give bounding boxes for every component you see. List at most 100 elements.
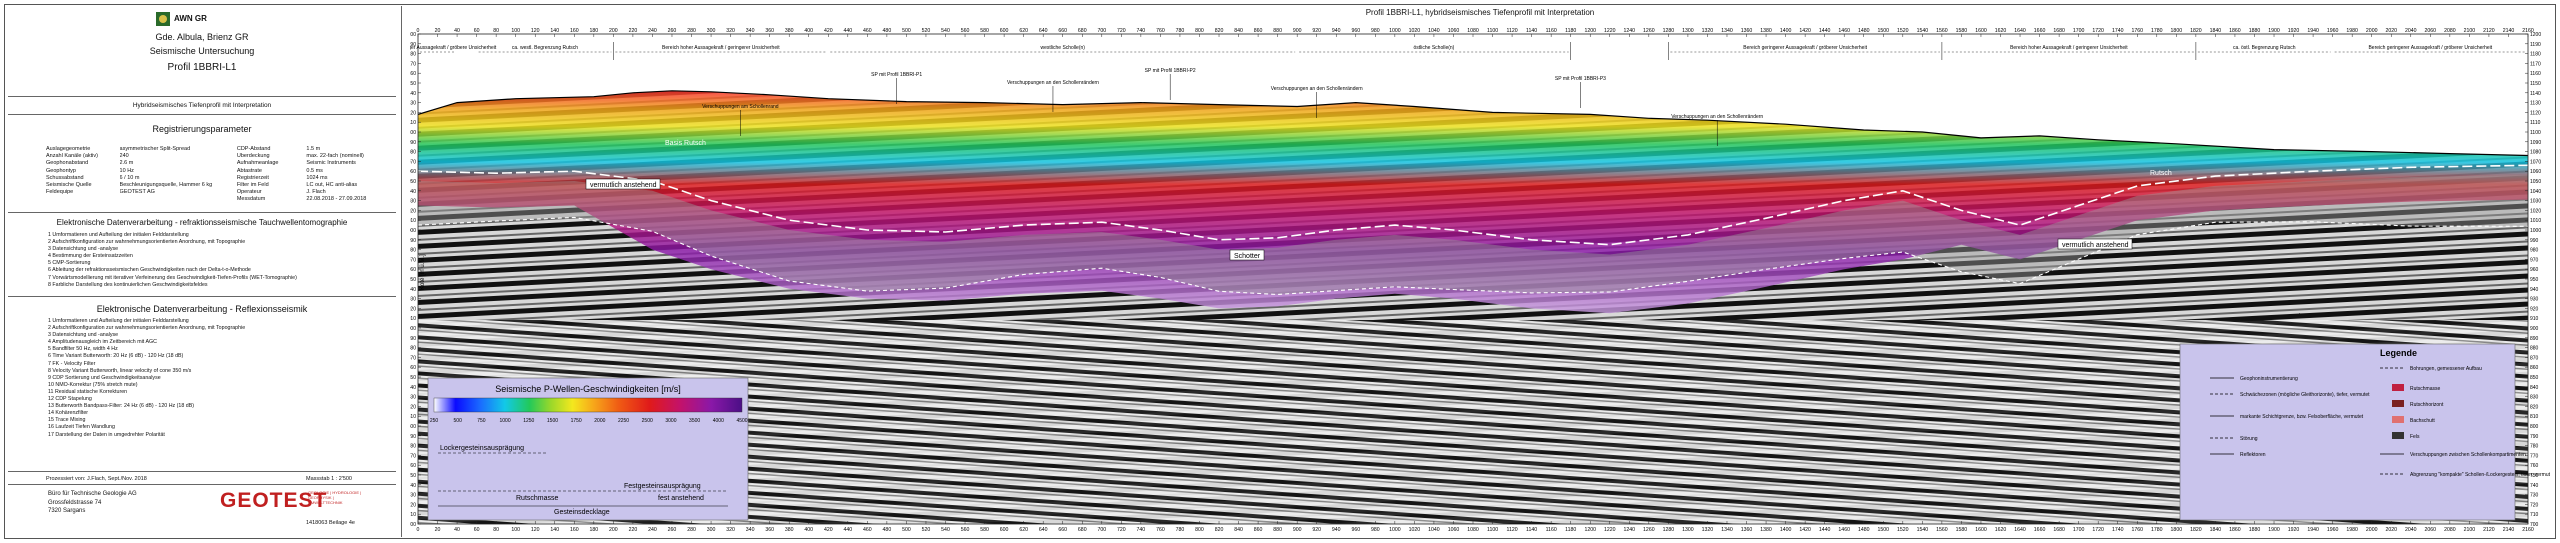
registration-cell: Feldequipe bbox=[46, 189, 74, 196]
y-axis-right: 1200 1190 1180 1170 1160 1150 1140 1130 1120 1110… bbox=[2525, 32, 2541, 528]
org-name: AWN GR bbox=[174, 14, 207, 23]
callout-label: Verschuppungen am Schollenrand bbox=[702, 104, 779, 110]
x-tick-label: 2060 bbox=[2425, 527, 2437, 533]
x-tick-label: 1080 bbox=[1467, 28, 1479, 34]
registration-cell: Operateur bbox=[236, 189, 262, 196]
zone-label: östliche Scholle(n) bbox=[1413, 45, 1454, 51]
velocity-tick: 4500 bbox=[736, 418, 747, 424]
y-tick-label: 740 bbox=[2530, 483, 2539, 489]
x-tick-label: 2120 bbox=[2483, 28, 2495, 34]
legend-item: markante Schichtgrenze, bzw. Felsoberflä… bbox=[2240, 414, 2364, 420]
x-tick-label: 1500 bbox=[1878, 527, 1890, 533]
y-tick-label: 1070 bbox=[2530, 159, 2541, 165]
x-tick-label: 240 bbox=[648, 527, 657, 533]
registration-row: Geophonabstand 2.6 m Aufnahmeanlage Seismic… bbox=[46, 160, 376, 167]
y-tick-label: 800 bbox=[410, 424, 416, 430]
y-tick-label: 1170 bbox=[410, 61, 416, 67]
y-tick-label: 720 bbox=[2530, 502, 2539, 508]
registration-table: Auslagegeometrie asymmetrischer Split-Spr… bbox=[46, 146, 376, 204]
reflection-title: Elektronische Datenverarbeitung - Reflex… bbox=[96, 304, 308, 314]
x-tick-label: 2080 bbox=[2444, 28, 2456, 34]
velocity-tick: 1500 bbox=[547, 418, 558, 424]
registration-title: Registrierungsparameter bbox=[152, 124, 252, 134]
x-tick-label: 2140 bbox=[2503, 28, 2515, 34]
registration-cell: asymmetrischer Split-Spread bbox=[119, 146, 191, 152]
x-tick-label: 2120 bbox=[2483, 527, 2495, 533]
x-tick-label: 260 bbox=[668, 28, 677, 34]
y-tick-label: 1010 bbox=[410, 218, 416, 224]
x-tick-label: 1820 bbox=[2190, 527, 2202, 533]
x-tick-label: 60 bbox=[474, 527, 480, 533]
x-tick-label: 160 bbox=[570, 527, 579, 533]
x-tick-label: 880 bbox=[1273, 28, 1282, 34]
x-tick-label: 1160 bbox=[1546, 527, 1557, 533]
x-tick-label: 660 bbox=[1058, 28, 1067, 34]
y-tick-label: 910 bbox=[2530, 316, 2539, 322]
x-tick-label: 760 bbox=[1156, 527, 1165, 533]
y-tick-label: 910 bbox=[410, 316, 416, 322]
tagline-line: UMWELTTECHNIK bbox=[308, 500, 343, 506]
x-tick-label: 80 bbox=[493, 28, 499, 34]
y-tick-label: 720 bbox=[410, 502, 416, 508]
registration-row: Auslagegeometrie asymmetrischer Split-Spr… bbox=[46, 146, 376, 153]
x-tick-label: 2160 bbox=[2522, 527, 2534, 533]
x-tick-label: 620 bbox=[1019, 527, 1028, 533]
x-tick-label: 280 bbox=[687, 527, 696, 533]
x-tick-label: 1700 bbox=[2073, 28, 2085, 34]
x-tick-label: 980 bbox=[1371, 28, 1380, 34]
project-number: 1418063 Beilage 4e bbox=[306, 520, 355, 526]
x-tick-label: 980 bbox=[1371, 527, 1380, 533]
x-tick-label: 300 bbox=[707, 28, 716, 34]
y-tick-label: 1190 bbox=[410, 42, 416, 48]
x-tick-label: 820 bbox=[1215, 28, 1224, 34]
y-tick-label: 1060 bbox=[410, 169, 416, 175]
registration-cell: 1.5 m bbox=[306, 146, 321, 152]
processing-step: 6 Ableitung der refraktionsseismischen G… bbox=[48, 267, 251, 274]
x-tick-label: 2040 bbox=[2405, 28, 2417, 34]
registration-cell: 0.5 ms bbox=[306, 167, 323, 174]
y-tick-label: 770 bbox=[2530, 453, 2539, 459]
x-tick-label: 320 bbox=[726, 527, 735, 533]
y-tick-label: 980 bbox=[410, 248, 416, 254]
y-tick-label: 1150 bbox=[2530, 81, 2541, 87]
x-tick-label: 80 bbox=[493, 527, 499, 533]
callout-label: Verschuppungen an den Schollenrändern bbox=[1007, 80, 1099, 86]
registration-cell: LC out, HC anti-alias bbox=[306, 181, 358, 188]
legend-item: Abgrenzung "kompakte" Schollen-/Lockerge… bbox=[2410, 472, 2550, 478]
y-tick-label: 950 bbox=[2530, 277, 2539, 283]
x-tick-label: 580 bbox=[980, 28, 989, 34]
x-tick-label: 1580 bbox=[1956, 28, 1968, 34]
y-tick-label: 900 bbox=[2530, 326, 2539, 332]
y-axis-left: 1200 1190 1180 1170 1160 1150 1140 1130 1120 1110… bbox=[410, 32, 421, 528]
x-tick-label: 1740 bbox=[2112, 527, 2124, 533]
legend-item: Fels bbox=[2410, 434, 2420, 440]
y-tick-label: 860 bbox=[2530, 365, 2539, 371]
registration-cell: Überdeckung bbox=[236, 153, 270, 160]
x-tick-label: 240 bbox=[648, 28, 657, 34]
x-tick-label: 1600 bbox=[1975, 28, 1987, 34]
y-tick-label: 990 bbox=[410, 238, 416, 244]
y-tick-label: 940 bbox=[2530, 287, 2539, 293]
x-tick-label: 800 bbox=[1195, 527, 1204, 533]
processing-step: 8 Farbliche Darstellung des kontinuierli… bbox=[48, 281, 208, 288]
velocity-tick: 1750 bbox=[571, 418, 582, 424]
x-tick-label: 740 bbox=[1137, 28, 1146, 34]
registration-cell: 240 bbox=[119, 153, 129, 160]
x-tick-label: 1400 bbox=[1780, 527, 1792, 533]
x-tick-label: 340 bbox=[746, 527, 755, 533]
registration-row: Anzahl Kanäle (aktiv) 240 Überdeckung max. … bbox=[46, 153, 376, 160]
x-tick-label: 1840 bbox=[2210, 527, 2222, 533]
x-tick-label: 460 bbox=[863, 28, 872, 34]
x-tick-label: 1740 bbox=[2112, 28, 2124, 34]
processing-step: 8 Velocity Variant Butterworth, linear v… bbox=[48, 367, 192, 374]
y-axis-label: Kote [m ü.M.] bbox=[420, 254, 426, 290]
registration-row: Feldequipe GEOTEST AG Operateur J. Flach bbox=[46, 189, 376, 196]
y-tick-label: 1130 bbox=[410, 101, 416, 107]
x-tick-label: 1200 bbox=[1584, 28, 1596, 34]
registration-cell: Abtastrate bbox=[236, 167, 262, 174]
company-line: 7320 Sargans bbox=[48, 508, 86, 515]
legend-item: Verschuppungen zwischen Schollenkomparti… bbox=[2410, 452, 2526, 458]
x-tick-label: 1020 bbox=[1409, 28, 1421, 34]
annotation-basis-rutsch: Basis Rutsch bbox=[665, 140, 706, 147]
y-tick-label: 1050 bbox=[410, 179, 416, 185]
